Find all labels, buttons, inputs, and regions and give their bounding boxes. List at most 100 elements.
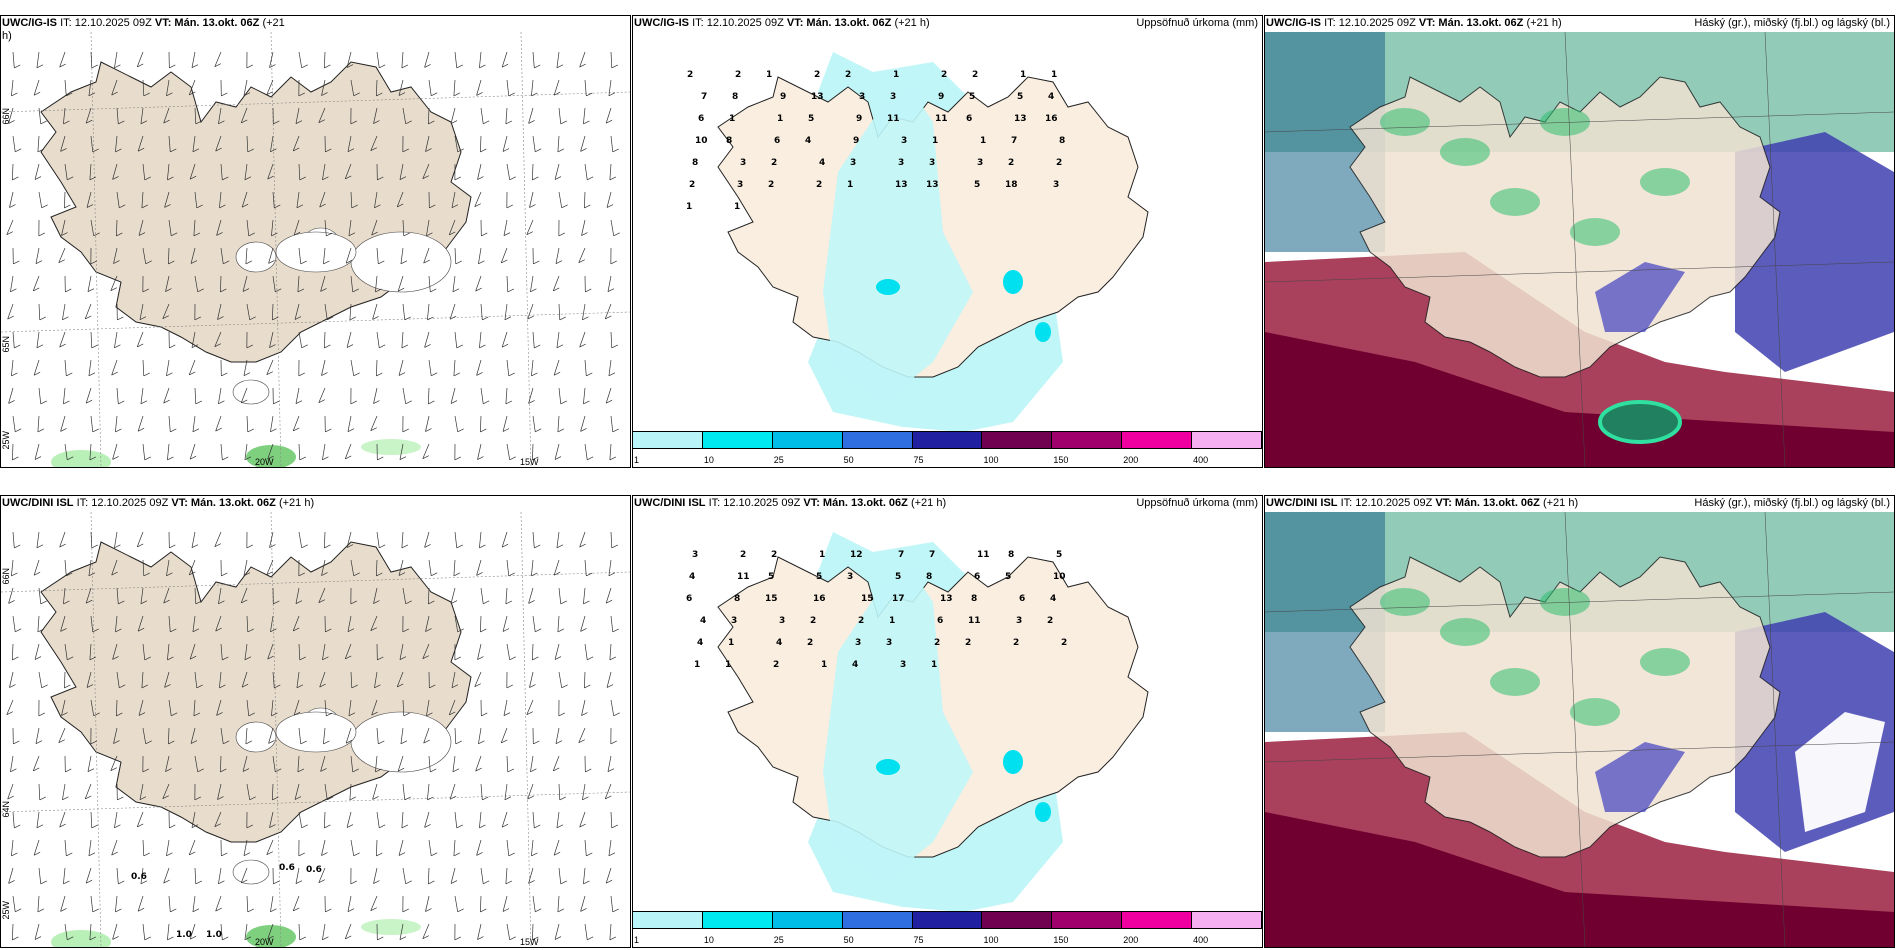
wind-speed-label: 0.6	[279, 863, 295, 873]
precip-map[interactable]: 3 2 2 1 12 7 7 11 8 54 11 5 5 3 5 8 6 5 106 8 15 16 15 17 13 8 6 44…	[633, 512, 1262, 947]
precip-value: 1	[729, 114, 735, 124]
precip-value: 2	[1056, 158, 1062, 168]
precip-value: 9	[856, 114, 862, 124]
precip-value: 1	[893, 70, 899, 80]
colorbar-tick-label: 75	[913, 455, 924, 465]
lon-label-15w: 15W	[520, 457, 539, 467]
precip-value: 3	[850, 158, 856, 168]
precip-value: 2	[687, 70, 693, 80]
precip-value: 4	[697, 638, 703, 648]
precip-value: 15	[765, 594, 778, 604]
precip-value: 3	[855, 638, 861, 648]
panel-title: UWC/IG-IS IT: 12.10.2025 09Z VT: Mán. 13…	[1266, 17, 1562, 29]
precip-value: 6	[974, 572, 980, 582]
precip-value: 2	[816, 180, 822, 190]
colorbar-tick-label: 400	[1193, 935, 1209, 945]
precip-value: 4	[700, 616, 706, 626]
precip-value: 8	[734, 594, 740, 604]
precip-value: 13	[926, 180, 939, 190]
lat-label-25w: 25W	[1, 431, 11, 450]
precip-value: 16	[813, 594, 826, 604]
precip-value: 3	[901, 136, 907, 146]
precip-value: 8	[1059, 136, 1065, 146]
colorbar-segment	[912, 912, 983, 928]
cloud-cover-map[interactable]	[1265, 32, 1894, 467]
precip-value: 1	[847, 180, 853, 190]
wind-barb-map[interactable]: 0.6 0.6 0.6 1.0 1.0	[1, 512, 630, 947]
precip-value: 9	[780, 92, 786, 102]
precip-value: 13	[1014, 114, 1027, 124]
precip-value: 5	[974, 180, 980, 190]
precip-value: 3	[692, 550, 698, 560]
precip-value: 8	[926, 572, 932, 582]
precip-value: 9	[853, 136, 859, 146]
precip-value: 2	[965, 638, 971, 648]
colorbar-tick-label: 50	[843, 455, 854, 465]
wind-barb-map[interactable]	[1, 32, 630, 467]
precip-value: 3	[886, 638, 892, 648]
panel-title: UWC/DINI ISL IT: 12.10.2025 09Z VT: Mán.…	[1266, 497, 1579, 509]
colorbar-tick-label: 1	[634, 935, 640, 945]
precip-value: 17	[892, 594, 905, 604]
colorbar-segment	[633, 912, 703, 928]
precip-value: 2	[845, 70, 851, 80]
cloud-cover-map[interactable]	[1265, 512, 1894, 947]
precip-value: 5	[808, 114, 814, 124]
colorbar-segment	[772, 912, 843, 928]
precip-value: 4	[689, 572, 695, 582]
precip-value: 11	[935, 114, 948, 124]
precip-value: 6	[966, 114, 972, 124]
precip-value: 5	[816, 572, 822, 582]
lon-label-20w: 20W	[255, 937, 274, 947]
colorbar-tick-label: 10	[703, 935, 714, 945]
panel-subtitle: Uppsöfnuð úrkoma (mm)	[1136, 497, 1258, 509]
precip-map-panel-bottom: UWC/DINI ISL IT: 12.10.2025 09Z VT: Mán.…	[632, 495, 1263, 948]
precip-value: 6	[698, 114, 704, 124]
colorbar-segment	[842, 912, 913, 928]
precip-value: 11	[968, 616, 981, 626]
colorbar-tick-label: 100	[983, 935, 999, 945]
lon-label-20w: 20W	[255, 457, 274, 467]
precip-value: 13	[895, 180, 908, 190]
colorbar-segment	[982, 432, 1053, 448]
colorbar-tick-label: 10	[703, 455, 714, 465]
precip-value: 5	[969, 92, 975, 102]
lat-label-66n: 66N	[1, 108, 11, 125]
precip-value: 2	[740, 550, 746, 560]
precip-value: 1	[819, 550, 825, 560]
precip-value: 3	[929, 158, 935, 168]
precip-value: 3	[847, 572, 853, 582]
precip-value: 6	[1019, 594, 1025, 604]
colorbar-tick-label: 50	[843, 935, 854, 945]
precip-value: 3	[737, 180, 743, 190]
panel-title: UWC/DINI ISL IT: 12.10.2025 09Z VT: Mán.…	[2, 497, 315, 509]
precip-value: 1	[931, 660, 937, 670]
precip-colorbar	[633, 431, 1262, 449]
precip-value: 8	[971, 594, 977, 604]
precip-value: 2	[810, 616, 816, 626]
precip-value: 18	[1005, 180, 1018, 190]
colorbar-tick-label: 1	[634, 455, 640, 465]
precip-value: 2	[941, 70, 947, 80]
panel-subtitle: Háský (gr.), miðský (fj.bl.) og lágský (…	[1694, 497, 1890, 509]
precip-value: 4	[1050, 594, 1056, 604]
precip-value: 9	[938, 92, 944, 102]
precip-value: 10	[1053, 572, 1066, 582]
colorbar-segment	[982, 912, 1053, 928]
precip-value: 8	[726, 136, 732, 146]
precip-value: 2	[735, 70, 741, 80]
panel-title: UWC/IG-IS IT: 12.10.2025 09Z VT: Mán. 13…	[2, 17, 285, 42]
precip-value: 1	[777, 114, 783, 124]
precip-value: 2	[934, 638, 940, 648]
precip-value: 1	[734, 202, 740, 212]
precip-value: 2	[768, 180, 774, 190]
precip-value: 2	[1008, 158, 1014, 168]
colorbar-segment	[1192, 912, 1262, 928]
precip-value: 4	[1048, 92, 1054, 102]
precip-value: 11	[977, 550, 990, 560]
precip-value: 6	[937, 616, 943, 626]
colorbar-segment	[912, 432, 983, 448]
precip-map-panel-top: UWC/IG-IS IT: 12.10.2025 09Z VT: Mán. 13…	[632, 15, 1263, 468]
precip-value: 3	[1053, 180, 1059, 190]
